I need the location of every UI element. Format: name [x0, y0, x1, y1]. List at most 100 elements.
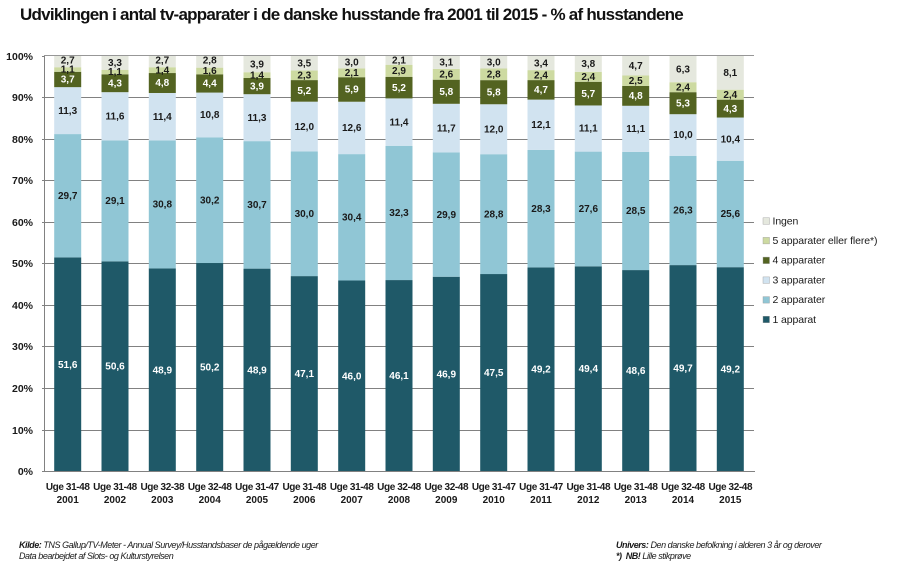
svg-text:5,2: 5,2 — [392, 83, 406, 94]
svg-text:4,3: 4,3 — [108, 78, 122, 89]
svg-text:4,7: 4,7 — [534, 85, 548, 96]
svg-text:46,9: 46,9 — [437, 369, 457, 380]
svg-text:4,7: 4,7 — [629, 61, 643, 72]
svg-text:2004: 2004 — [199, 495, 222, 506]
svg-text:Uge 31-47: Uge 31-47 — [235, 482, 279, 493]
svg-text:2,7: 2,7 — [155, 55, 169, 66]
svg-text:2,9: 2,9 — [392, 66, 406, 77]
svg-text:11,6: 11,6 — [106, 111, 125, 122]
svg-text:11,7: 11,7 — [437, 123, 456, 134]
svg-text:2014: 2014 — [672, 495, 695, 506]
svg-text:46,1: 46,1 — [389, 371, 409, 382]
svg-text:30,8: 30,8 — [153, 200, 173, 211]
svg-text:Uge 31-47: Uge 31-47 — [519, 482, 563, 493]
svg-text:10%: 10% — [12, 425, 34, 437]
svg-text:1,4: 1,4 — [250, 70, 264, 81]
svg-text:5,2: 5,2 — [297, 86, 311, 97]
svg-text:11,1: 11,1 — [579, 124, 598, 135]
svg-text:11,4: 11,4 — [390, 117, 409, 128]
svg-text:30,2: 30,2 — [200, 195, 220, 206]
svg-text:48,9: 48,9 — [153, 365, 173, 376]
svg-text:48,6: 48,6 — [626, 366, 646, 377]
svg-text:2006: 2006 — [293, 495, 316, 506]
svg-text:2,3: 2,3 — [297, 71, 311, 82]
svg-text:47,5: 47,5 — [484, 368, 504, 379]
svg-text:10,8: 10,8 — [200, 110, 220, 121]
svg-text:Uge 32-48: Uge 32-48 — [377, 482, 421, 493]
svg-text:Uge 31-48: Uge 31-48 — [566, 482, 610, 493]
svg-text:48,9: 48,9 — [247, 365, 267, 376]
svg-text:20%: 20% — [12, 383, 34, 395]
svg-text:3,4: 3,4 — [534, 58, 548, 69]
svg-text:6,3: 6,3 — [676, 64, 690, 75]
svg-text:3 apparater: 3 apparater — [773, 274, 826, 286]
svg-text:2003: 2003 — [151, 495, 174, 506]
svg-text:2009: 2009 — [435, 495, 458, 506]
svg-text:28,5: 28,5 — [626, 206, 646, 217]
svg-text:3,8: 3,8 — [581, 59, 595, 70]
svg-text:47,1: 47,1 — [295, 369, 315, 380]
svg-text:4,4: 4,4 — [203, 79, 217, 90]
svg-text:2015: 2015 — [719, 495, 742, 506]
svg-text:12,6: 12,6 — [342, 123, 362, 134]
svg-text:2,7: 2,7 — [61, 55, 75, 66]
svg-text:2,1: 2,1 — [345, 68, 359, 79]
svg-text:2011: 2011 — [530, 495, 552, 506]
svg-text:Uge 32-48: Uge 32-48 — [188, 482, 232, 493]
svg-text:28,8: 28,8 — [484, 209, 504, 220]
svg-text:Uge 32-48: Uge 32-48 — [661, 482, 705, 493]
svg-text:2,4: 2,4 — [723, 90, 737, 101]
svg-text:29,7: 29,7 — [58, 191, 78, 202]
svg-text:29,1: 29,1 — [105, 196, 125, 207]
svg-text:32,3: 32,3 — [389, 208, 409, 219]
svg-text:70%: 70% — [12, 175, 34, 187]
svg-text:60%: 60% — [12, 217, 34, 229]
svg-text:49,7: 49,7 — [673, 364, 693, 375]
svg-text:2 apparater: 2 apparater — [773, 294, 826, 306]
svg-text:1 apparat: 1 apparat — [773, 314, 817, 326]
svg-text:12,1: 12,1 — [531, 120, 551, 131]
svg-text:2,4: 2,4 — [534, 70, 548, 81]
svg-text:4,8: 4,8 — [155, 78, 169, 89]
svg-text:Uge 32-48: Uge 32-48 — [424, 482, 468, 493]
svg-text:5,9: 5,9 — [345, 85, 359, 96]
svg-text:Uge 31-48: Uge 31-48 — [614, 482, 658, 493]
svg-text:50,6: 50,6 — [105, 362, 125, 373]
svg-text:49,4: 49,4 — [579, 364, 599, 375]
svg-text:2013: 2013 — [625, 495, 648, 506]
svg-text:3,0: 3,0 — [487, 57, 501, 68]
svg-text:Uge 31-48: Uge 31-48 — [93, 482, 137, 493]
svg-text:Uge 31-47: Uge 31-47 — [472, 482, 516, 493]
svg-text:4,3: 4,3 — [723, 104, 737, 115]
svg-text:2,4: 2,4 — [676, 82, 690, 93]
svg-text:3,9: 3,9 — [250, 81, 264, 92]
svg-text:1,4: 1,4 — [155, 65, 169, 76]
svg-text:12,0: 12,0 — [295, 122, 315, 133]
svg-text:2,5: 2,5 — [629, 76, 643, 87]
svg-text:0%: 0% — [18, 466, 34, 478]
svg-text:5,3: 5,3 — [676, 98, 690, 109]
svg-text:27,6: 27,6 — [579, 204, 599, 215]
svg-text:10,4: 10,4 — [721, 134, 741, 145]
svg-text:46,0: 46,0 — [342, 371, 362, 382]
svg-text:90%: 90% — [12, 92, 34, 104]
svg-text:4 apparater: 4 apparater — [773, 255, 826, 267]
svg-text:2,8: 2,8 — [203, 55, 217, 66]
svg-text:12,0: 12,0 — [484, 124, 504, 135]
svg-text:Ingen: Ingen — [773, 215, 799, 227]
svg-text:2,8: 2,8 — [487, 70, 501, 81]
svg-text:5,7: 5,7 — [581, 89, 595, 100]
svg-text:2,4: 2,4 — [581, 72, 595, 83]
svg-text:5,8: 5,8 — [439, 87, 453, 98]
svg-text:1,1: 1,1 — [108, 67, 122, 78]
svg-text:30,7: 30,7 — [247, 200, 267, 211]
svg-text:2010: 2010 — [483, 495, 506, 506]
svg-text:10,0: 10,0 — [673, 130, 693, 141]
svg-text:3,0: 3,0 — [345, 57, 359, 68]
svg-text:40%: 40% — [12, 300, 34, 312]
svg-text:Uge 32-48: Uge 32-48 — [708, 482, 752, 493]
svg-text:49,2: 49,2 — [531, 365, 551, 376]
svg-text:2,1: 2,1 — [392, 55, 406, 66]
svg-text:2012: 2012 — [577, 495, 600, 506]
svg-text:3,7: 3,7 — [61, 75, 75, 86]
